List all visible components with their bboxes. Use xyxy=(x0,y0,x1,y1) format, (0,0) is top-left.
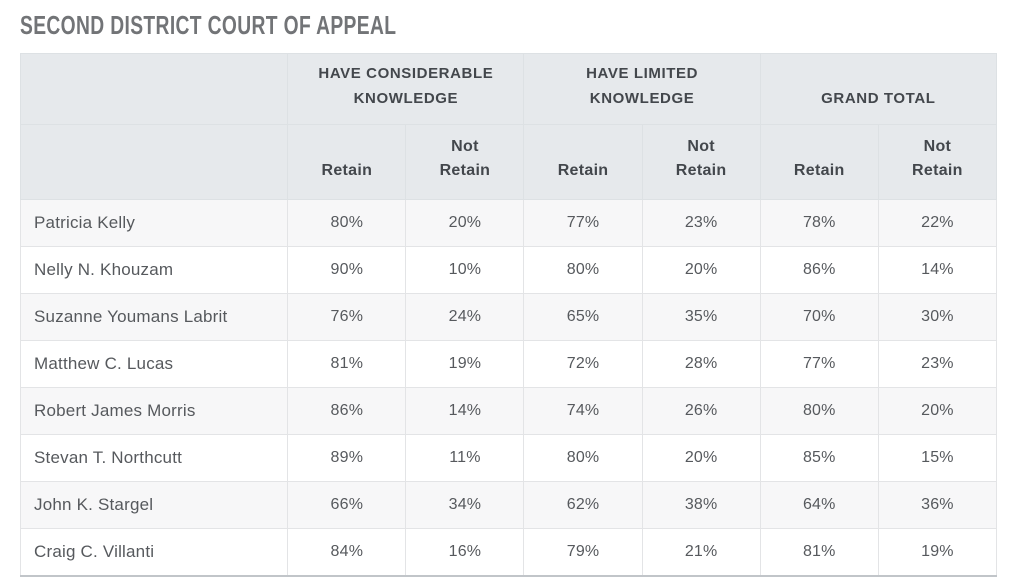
table-row: Suzanne Youmans Labrit 76% 24% 65% 35% 7… xyxy=(19,293,998,341)
value-cell: 77% xyxy=(759,340,879,388)
value-cell: 72% xyxy=(523,340,643,388)
table-row: Stevan T. Northcutt 89% 11% 80% 20% 85% … xyxy=(19,434,998,482)
value-cell: 20% xyxy=(405,199,525,247)
table-row: Robert James Morris 86% 14% 74% 26% 80% … xyxy=(19,387,998,435)
value-cell: 74% xyxy=(523,387,643,435)
subheader-considerable-not-retain: Not Retain xyxy=(405,124,525,200)
judge-name-cell: Craig C. Villanti xyxy=(19,528,289,576)
page-title: SECOND DISTRICT COURT OF APPEAL xyxy=(20,10,397,40)
value-cell: 80% xyxy=(287,199,407,247)
table-body: Patricia Kelly 80% 20% 77% 23% 78% 22% N… xyxy=(19,199,998,576)
value-cell: 89% xyxy=(287,434,407,482)
judge-name-cell: Patricia Kelly xyxy=(19,199,289,247)
table-row: Craig C. Villanti 84% 16% 79% 21% 81% 19… xyxy=(19,528,998,576)
subheader-considerable-retain: Retain xyxy=(287,124,407,200)
value-cell: 15% xyxy=(877,434,998,482)
group-header-limited-knowledge: HAVE LIMITED KNOWLEDGE xyxy=(523,53,761,125)
group-header-row: HAVE CONSIDERABLE KNOWLEDGE HAVE LIMITED… xyxy=(19,53,998,125)
judge-name-cell: Stevan T. Northcutt xyxy=(19,434,289,482)
value-cell: 20% xyxy=(877,387,998,435)
value-cell: 10% xyxy=(405,246,525,294)
value-cell: 80% xyxy=(523,434,643,482)
value-cell: 23% xyxy=(877,340,998,388)
group-label: HAVE LIMITED KNOWLEDGE xyxy=(586,65,699,107)
group-label: GRAND TOTAL xyxy=(821,90,936,107)
value-cell: 14% xyxy=(405,387,525,435)
value-cell: 36% xyxy=(877,481,998,529)
value-cell: 76% xyxy=(287,293,407,341)
value-cell: 84% xyxy=(287,528,407,576)
value-cell: 14% xyxy=(877,246,998,294)
judge-name-cell: Suzanne Youmans Labrit xyxy=(19,293,289,341)
value-cell: 34% xyxy=(405,481,525,529)
value-cell: 81% xyxy=(759,528,879,576)
value-cell: 38% xyxy=(641,481,761,529)
subheader-limited-not-retain: Not Retain xyxy=(641,124,761,200)
value-cell: 22% xyxy=(877,199,998,247)
value-cell: 80% xyxy=(523,246,643,294)
value-cell: 90% xyxy=(287,246,407,294)
value-cell: 81% xyxy=(287,340,407,388)
value-cell: 16% xyxy=(405,528,525,576)
subheader-limited-retain: Retain xyxy=(523,124,643,200)
value-cell: 23% xyxy=(641,199,761,247)
judge-name-cell: Robert James Morris xyxy=(19,387,289,435)
value-cell: 78% xyxy=(759,199,879,247)
value-cell: 86% xyxy=(287,387,407,435)
table-row: Patricia Kelly 80% 20% 77% 23% 78% 22% xyxy=(19,199,998,247)
value-cell: 77% xyxy=(523,199,643,247)
page: { "page_title": "SECOND DISTRICT COURT O… xyxy=(0,11,1024,588)
value-cell: 19% xyxy=(405,340,525,388)
retention-results-table: HAVE CONSIDERABLE KNOWLEDGE HAVE LIMITED… xyxy=(19,53,998,577)
value-cell: 86% xyxy=(759,246,879,294)
group-label: HAVE CONSIDERABLE KNOWLEDGE xyxy=(318,65,494,107)
empty-subheader-cell xyxy=(19,124,289,200)
value-cell: 19% xyxy=(877,528,998,576)
value-cell: 70% xyxy=(759,293,879,341)
value-cell: 65% xyxy=(523,293,643,341)
value-cell: 24% xyxy=(405,293,525,341)
group-header-grand-total: GRAND TOTAL xyxy=(759,53,998,125)
judge-name-cell: Matthew C. Lucas xyxy=(19,340,289,388)
judge-name-cell: John K. Stargel xyxy=(19,481,289,529)
value-cell: 85% xyxy=(759,434,879,482)
empty-corner-cell xyxy=(19,53,289,125)
value-cell: 35% xyxy=(641,293,761,341)
judge-name-cell: Nelly N. Khouzam xyxy=(19,246,289,294)
value-cell: 66% xyxy=(287,481,407,529)
value-cell: 20% xyxy=(641,434,761,482)
value-cell: 26% xyxy=(641,387,761,435)
value-cell: 20% xyxy=(641,246,761,294)
value-cell: 28% xyxy=(641,340,761,388)
value-cell: 64% xyxy=(759,481,879,529)
value-cell: 21% xyxy=(641,528,761,576)
sub-header-row: Retain Not Retain Retain Not Retain Reta… xyxy=(19,124,998,200)
value-cell: 62% xyxy=(523,481,643,529)
subheader-grand-not-retain: Not Retain xyxy=(877,124,998,200)
table-row: John K. Stargel 66% 34% 62% 38% 64% 36% xyxy=(19,481,998,529)
value-cell: 30% xyxy=(877,293,998,341)
subheader-grand-retain: Retain xyxy=(759,124,879,200)
value-cell: 11% xyxy=(405,434,525,482)
table-row: Nelly N. Khouzam 90% 10% 80% 20% 86% 14% xyxy=(19,246,998,294)
table-row: Matthew C. Lucas 81% 19% 72% 28% 77% 23% xyxy=(19,340,998,388)
value-cell: 79% xyxy=(523,528,643,576)
value-cell: 80% xyxy=(759,387,879,435)
table-header: HAVE CONSIDERABLE KNOWLEDGE HAVE LIMITED… xyxy=(19,53,998,200)
group-header-considerable-knowledge: HAVE CONSIDERABLE KNOWLEDGE xyxy=(287,53,525,125)
